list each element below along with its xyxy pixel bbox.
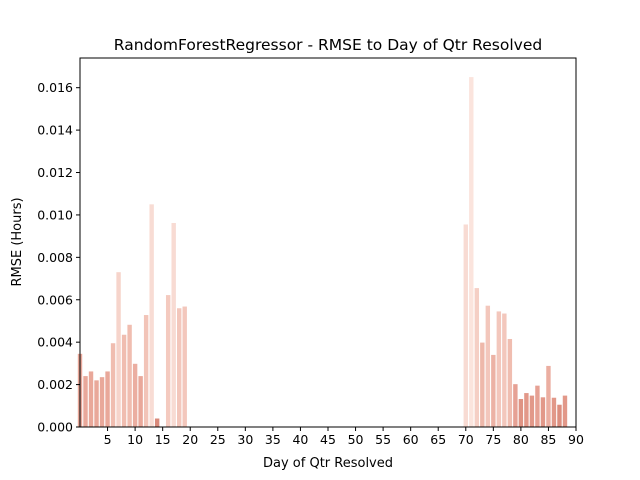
- x-tick-label: 30: [237, 432, 253, 447]
- bar-day-83: [535, 385, 540, 427]
- x-tick-label: 75: [485, 432, 501, 447]
- x-tick-label: 60: [403, 432, 419, 447]
- bar-day-78: [507, 338, 513, 427]
- bar-day-2: [88, 371, 94, 427]
- bar-day-5: [105, 371, 110, 427]
- x-tick-label: 65: [430, 432, 446, 447]
- x-axis-label: Day of Qtr Resolved: [263, 456, 393, 471]
- bar-day-17: [171, 222, 176, 427]
- bar-day-12: [143, 315, 149, 427]
- bar-day-13: [149, 204, 154, 427]
- plot-frame: [79, 57, 577, 428]
- bar-day-84: [540, 397, 546, 427]
- x-tick-label: 85: [540, 432, 556, 447]
- x-tick-label: 70: [458, 432, 474, 447]
- bar-day-88: [562, 395, 568, 427]
- bar-day-19: [182, 306, 187, 427]
- bar-day-79: [513, 384, 518, 427]
- y-tick-label: 0.010: [37, 207, 73, 222]
- bar-day-4: [99, 377, 105, 427]
- bar-day-3: [94, 380, 99, 427]
- x-tick-label: 90: [568, 432, 584, 447]
- x-axis-ticks: 5 10 15 20 25 30 35 40 45 50 55 60 65 70 75 80 85 90: [104, 427, 584, 447]
- bar-day-80: [518, 399, 524, 427]
- y-tick-label: 0.000: [37, 420, 73, 435]
- bar-day-87: [557, 404, 562, 427]
- bar-day-16: [165, 295, 171, 427]
- y-axis-label: RMSE (Hours): [10, 197, 25, 286]
- y-tick-label: 0.012: [37, 165, 73, 180]
- bar-day-1: [83, 376, 88, 427]
- y-tick-label: 0.004: [37, 335, 73, 350]
- bar-day-76: [496, 311, 502, 427]
- y-tick-label: 0.016: [37, 80, 73, 95]
- y-axis-ticks: 0.000 0.002 0.004 0.006 0.008 0.010 0.012 0.014…: [37, 80, 80, 435]
- bar-day-82: [529, 395, 535, 427]
- x-tick-label: 5: [104, 432, 112, 447]
- y-tick-label: 0.006: [37, 292, 73, 307]
- x-tick-label: 10: [127, 432, 143, 447]
- bar-day-73: [480, 342, 485, 427]
- x-tick-label: 35: [265, 432, 281, 447]
- bar-day-70: [463, 224, 468, 427]
- x-tick-label: 15: [155, 432, 171, 447]
- y-tick-label: 0.008: [37, 250, 73, 265]
- x-tick-label: 80: [513, 432, 529, 447]
- x-tick-label: 25: [210, 432, 226, 447]
- chart-title: RandomForestRegressor - RMSE to Day of Q…: [114, 36, 542, 54]
- bar-day-11: [138, 376, 143, 427]
- bar-day-74: [485, 305, 491, 427]
- bar-day-75: [491, 354, 496, 427]
- bar-day-9: [127, 324, 132, 427]
- x-tick-label: 50: [348, 432, 364, 447]
- bar-day-14: [154, 418, 160, 427]
- y-tick-label: 0.014: [37, 123, 73, 138]
- bar-day-6: [110, 343, 116, 427]
- x-tick-label: 45: [320, 432, 336, 447]
- bar-day-85: [546, 365, 551, 427]
- bar-day-8: [121, 334, 127, 427]
- bars-group: [77, 77, 568, 427]
- x-tick-label: 55: [375, 432, 391, 447]
- x-tick-label: 40: [292, 432, 308, 447]
- bar-day-18: [177, 308, 182, 427]
- bar-day-72: [474, 288, 480, 427]
- x-tick-label: 20: [182, 432, 198, 447]
- bar-day-10: [132, 363, 138, 427]
- bar-day-86: [551, 397, 557, 427]
- y-tick-label: 0.002: [37, 377, 73, 392]
- bar-day-81: [524, 393, 529, 427]
- bar-day-71: [469, 77, 474, 427]
- bar-day-7: [116, 272, 121, 427]
- bar-day-77: [502, 313, 507, 427]
